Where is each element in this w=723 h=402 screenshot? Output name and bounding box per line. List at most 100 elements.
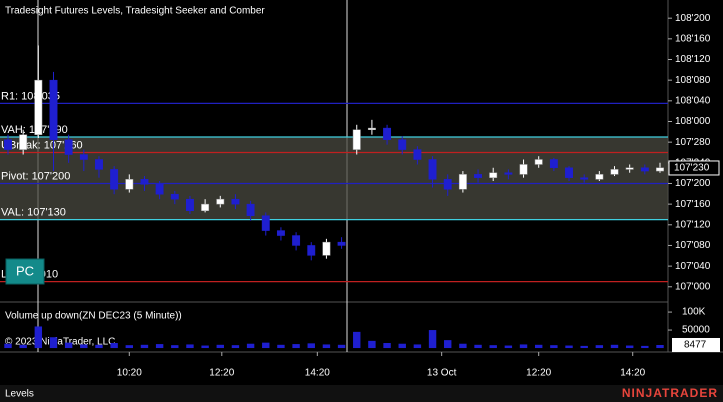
last-price-box <box>668 160 720 176</box>
volume-bar <box>489 345 497 349</box>
volume-title: Volume up down(ZN DEC23 (5 Minute)) <box>5 311 182 322</box>
volume-bar <box>459 343 467 349</box>
candle-body <box>458 174 467 190</box>
copyright: © 2023 NinjaTrader, LLC <box>5 337 115 348</box>
candle-body <box>580 177 589 180</box>
candle-body <box>656 167 664 172</box>
y-tick-label: 107'120 <box>675 219 711 230</box>
level-label: VAH: 107'290 <box>1 124 68 136</box>
logo: NINJATRADER <box>622 386 718 400</box>
y-tick-label: 108'120 <box>675 54 711 65</box>
volume-bar <box>474 344 482 349</box>
y-tick-label: 107'280 <box>675 137 711 148</box>
level-label: R1: 108'035 <box>1 90 60 102</box>
candle-body <box>64 139 73 155</box>
volume-bar <box>140 344 149 349</box>
candle-body <box>625 167 634 170</box>
y-tick-label: 108'200 <box>675 13 711 24</box>
volume-bar <box>610 344 619 349</box>
candle-body <box>185 198 194 211</box>
y-tick-label: 107'040 <box>675 261 711 272</box>
value-area <box>0 136 668 220</box>
pc-button[interactable]: PC <box>16 263 34 278</box>
tab[interactable]: Levels <box>5 389 34 400</box>
candle-body <box>110 169 119 190</box>
volume-tick-label: 50000 <box>682 325 710 336</box>
volume-bar <box>519 344 528 349</box>
candle-body <box>595 174 604 180</box>
volume-bar <box>201 345 209 349</box>
volume-bar <box>49 337 58 349</box>
volume-bar <box>4 343 12 349</box>
candle-body <box>352 129 361 150</box>
y-tick-label: 107'160 <box>675 199 711 210</box>
volume-bar <box>307 343 315 349</box>
volume-bar <box>110 343 118 349</box>
volume-bar <box>565 345 573 349</box>
x-tick-label: 13 Oct <box>427 368 457 379</box>
candle-body <box>640 167 649 172</box>
candle-body <box>549 159 558 169</box>
volume-bar <box>625 345 634 349</box>
candle-body <box>170 193 179 200</box>
volume-bar <box>534 344 543 349</box>
pc-button-bg[interactable] <box>5 258 45 285</box>
volume-bar <box>292 344 300 349</box>
level-label: VAL: 107'130 <box>1 207 66 219</box>
candle-body <box>292 235 301 246</box>
x-tick-label: 14:20 <box>620 368 645 379</box>
candle-body <box>34 79 43 135</box>
candle-body <box>413 149 422 160</box>
candle-body <box>246 203 255 216</box>
volume-bar <box>155 344 164 349</box>
last-price-label: 107'230 <box>674 163 710 174</box>
candle-body <box>504 172 513 175</box>
candle-body <box>383 127 392 140</box>
volume-bar <box>34 326 43 349</box>
volume-bar <box>595 345 604 349</box>
volume-bar <box>322 344 331 349</box>
candle-body <box>610 169 619 175</box>
volume-bar <box>277 344 285 349</box>
volume-bar <box>353 331 361 349</box>
volume-bar <box>262 342 270 349</box>
volume-bar <box>231 345 240 349</box>
volume-bar <box>550 345 558 349</box>
candle-body <box>307 245 316 256</box>
level-label: Pivot: 107'200 <box>1 170 70 182</box>
candle-body <box>443 179 452 190</box>
volume-bar <box>368 340 376 349</box>
volume-bar <box>413 344 422 349</box>
candle-body <box>201 203 210 211</box>
candle-body <box>19 134 28 150</box>
candle-body <box>534 159 543 165</box>
candle-body <box>367 127 376 131</box>
volume-bar <box>216 344 224 349</box>
x-tick-label: 12:20 <box>526 368 551 379</box>
volume-last-label: 8477 <box>684 340 707 351</box>
candle-body <box>155 184 164 195</box>
candle-body <box>519 164 528 175</box>
candle-body <box>49 79 58 140</box>
candle-body <box>428 159 437 180</box>
y-tick-label: 107'000 <box>675 281 711 292</box>
y-tick-label: 108'000 <box>675 116 711 127</box>
candle-body <box>125 179 134 190</box>
candle-body <box>4 139 12 150</box>
chart-title: Tradesight Futures Levels, Tradesight Se… <box>5 6 265 17</box>
y-tick-label: 107'200 <box>675 178 711 189</box>
candle-body <box>276 230 285 236</box>
volume-bar <box>171 345 179 349</box>
candle-body <box>95 159 103 170</box>
y-tick-label: 108'080 <box>675 75 711 86</box>
volume-bar <box>125 345 134 349</box>
volume-bar <box>95 344 103 349</box>
volume-bar <box>186 344 194 349</box>
volume-bar <box>383 343 391 349</box>
candle-body <box>398 139 407 150</box>
volume-bar <box>19 344 27 349</box>
volume-bar <box>428 330 437 349</box>
volume-bar <box>444 340 452 349</box>
candle-body <box>140 179 149 185</box>
